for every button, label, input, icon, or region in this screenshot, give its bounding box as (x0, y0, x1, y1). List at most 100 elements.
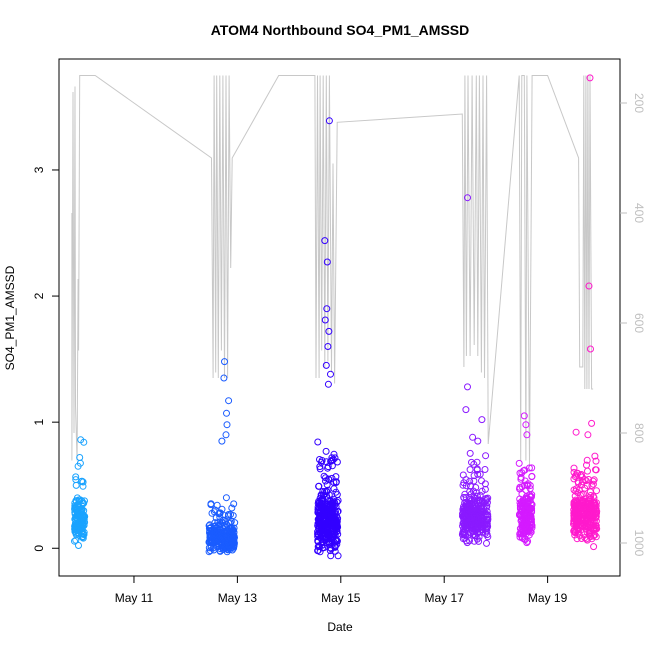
data-point (314, 533, 322, 541)
data-point (470, 460, 478, 468)
data-point (588, 503, 596, 511)
data-point (329, 456, 337, 464)
data-point (519, 520, 527, 528)
data-point (474, 470, 482, 478)
data-point (77, 518, 85, 526)
data-point (571, 473, 579, 481)
data-point (470, 537, 478, 545)
data-point (592, 499, 600, 507)
y-tick-label: 1 (32, 419, 46, 426)
data-point (589, 477, 597, 485)
data-point (575, 516, 583, 524)
data-point (466, 449, 474, 457)
x-tick-label: May 17 (425, 591, 465, 605)
data-point (324, 343, 332, 350)
data-point (526, 505, 534, 513)
data-point (585, 510, 593, 517)
data-point (525, 516, 533, 523)
y-axis: 0 1 2 3 (32, 166, 59, 552)
data-point (324, 380, 332, 388)
data-point (328, 454, 336, 462)
data-point (219, 540, 226, 547)
data-point (225, 397, 233, 405)
data-point (329, 534, 337, 541)
series-flight-3 (314, 117, 342, 560)
data-point (592, 457, 600, 465)
data-point (223, 528, 231, 536)
data-point (582, 523, 590, 531)
data-point (570, 509, 578, 517)
data-point (464, 383, 471, 391)
data-point (206, 528, 214, 536)
data-point (79, 482, 87, 490)
data-point (518, 497, 526, 505)
data-point (219, 528, 227, 536)
x-tick-label: May 11 (115, 591, 154, 605)
data-point (578, 473, 586, 481)
data-point (469, 433, 477, 441)
data-point (322, 447, 330, 455)
data-point (215, 534, 223, 542)
data-point (484, 494, 492, 502)
data-point (332, 517, 340, 525)
data-point (328, 474, 336, 482)
data-point (72, 481, 80, 489)
data-point (71, 515, 79, 523)
data-point (211, 519, 219, 527)
data-point (331, 547, 339, 555)
data-point (330, 479, 338, 486)
data-point (314, 547, 322, 554)
data-point (482, 452, 490, 460)
data-point (316, 456, 323, 463)
data-point (518, 521, 526, 529)
data-point (516, 495, 524, 503)
data-point (223, 548, 231, 556)
data-point (207, 500, 215, 508)
data-point (315, 482, 323, 490)
data-point (314, 438, 322, 446)
data-point (523, 431, 531, 439)
data-point (325, 498, 332, 505)
data-point (570, 468, 578, 476)
y-tick-label: 3 (32, 166, 46, 173)
data-point (467, 490, 475, 498)
data-point (74, 462, 82, 470)
data-point (321, 237, 329, 245)
right-axis: 200 400 600 800 1000 (620, 93, 646, 557)
data-point (587, 345, 594, 353)
data-point (73, 511, 81, 519)
flight-track-layer (71, 75, 594, 467)
data-point (474, 437, 482, 445)
data-point (213, 536, 221, 544)
data-point (332, 521, 340, 529)
data-point (580, 531, 588, 539)
data-point (79, 478, 87, 486)
data-point (218, 518, 226, 526)
data-point (324, 508, 332, 516)
data-point (477, 515, 485, 523)
data-point (590, 498, 598, 506)
data-point (593, 487, 600, 495)
data-point (475, 533, 483, 541)
data-point (331, 454, 339, 462)
data-point (516, 483, 524, 491)
data-point (475, 537, 483, 545)
data-point (316, 465, 324, 473)
data-point (228, 534, 235, 542)
data-point (460, 512, 468, 520)
data-point (327, 370, 334, 378)
flight-track-line (71, 75, 594, 467)
data-point (462, 476, 470, 484)
data-point (516, 533, 524, 541)
data-point (327, 552, 335, 560)
data-point (79, 530, 87, 538)
data-point (223, 545, 231, 553)
data-point (72, 473, 80, 481)
data-point (579, 522, 587, 530)
data-point (469, 531, 477, 539)
data-point (483, 515, 490, 523)
data-point (325, 117, 333, 125)
data-point (319, 488, 327, 495)
data-point (221, 358, 228, 366)
